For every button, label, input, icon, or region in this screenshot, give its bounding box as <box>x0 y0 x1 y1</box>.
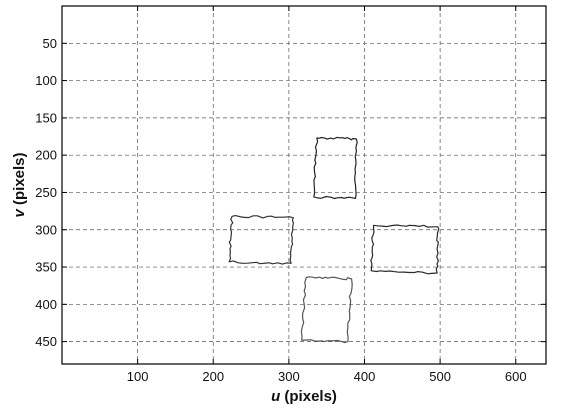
y-tick-label: 250 <box>35 185 57 200</box>
x-tick-label: 500 <box>429 369 451 384</box>
contours <box>228 136 440 344</box>
x-axis-label-unit: (pixels) <box>280 388 337 405</box>
x-tick-label: 100 <box>127 369 149 384</box>
contour-path <box>228 215 294 265</box>
x-tick-label: 600 <box>505 369 527 384</box>
y-tick-label: 50 <box>43 36 57 51</box>
contour-path <box>300 276 353 344</box>
y-tick-label: 350 <box>35 260 57 275</box>
y-axis-label: v (pixels) <box>11 152 28 217</box>
y-tick-label: 400 <box>35 297 57 312</box>
x-axis-label-var: u <box>271 388 280 405</box>
x-tick-label: 300 <box>278 369 300 384</box>
y-axis-label-unit: (pixels) <box>11 152 28 209</box>
y-axis-label-var: v <box>11 208 28 218</box>
y-tick-label: 150 <box>35 110 57 125</box>
plot-frame <box>61 5 547 365</box>
x-tick-label: 200 <box>202 369 224 384</box>
y-tick-labels: 50 100 150 200 250 300 350 400 450 <box>35 36 57 349</box>
y-tick-label: 300 <box>35 222 57 237</box>
contour-path <box>313 136 358 200</box>
axis-ticks <box>62 6 546 364</box>
y-tick-label: 450 <box>35 334 57 349</box>
x-tick-label: 400 <box>354 369 376 384</box>
x-tick-labels: 100 200 300 400 500 600 <box>127 369 527 384</box>
contour-path <box>370 224 440 275</box>
x-axis-label: u (pixels) <box>271 388 337 405</box>
grid-lines <box>62 6 546 364</box>
y-tick-label: 200 <box>35 148 57 163</box>
y-tick-label: 100 <box>35 73 57 88</box>
